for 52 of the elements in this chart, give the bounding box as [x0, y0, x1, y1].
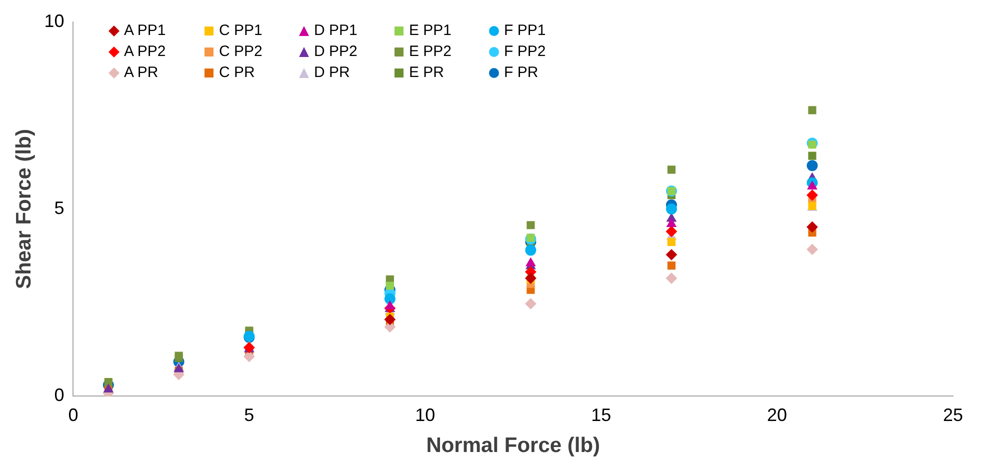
legend-label: F PP1	[504, 22, 546, 39]
y-tick-label: 0	[54, 385, 64, 406]
y-tick-label: 5	[54, 198, 64, 218]
point	[525, 272, 536, 284]
x-tick-label: 10	[415, 404, 436, 425]
legend-label: D PR	[314, 64, 350, 81]
x-axis-title: Normal Force (lb)	[426, 434, 600, 458]
legend-label: E PP2	[409, 43, 452, 60]
point	[666, 272, 677, 284]
point	[526, 221, 535, 230]
point	[666, 218, 676, 227]
point	[806, 160, 818, 172]
point	[667, 262, 676, 270]
legend-label: D PP2	[314, 43, 358, 60]
point	[806, 190, 818, 201]
point	[808, 106, 816, 114]
x-tick-label: 20	[767, 404, 788, 425]
y-axis-title: Shear Force (lb)	[12, 129, 36, 289]
point	[244, 351, 255, 362]
legend-label: D PP1	[314, 22, 358, 39]
x-tick-label: 0	[68, 404, 78, 425]
point	[385, 300, 395, 310]
point	[174, 352, 183, 360]
point	[526, 234, 535, 242]
point	[806, 221, 818, 232]
x-tick-label: 5	[244, 404, 254, 425]
point	[667, 166, 676, 174]
legend-label: A PR	[124, 64, 158, 81]
point	[384, 293, 396, 304]
legend-label: C PP1	[219, 22, 262, 39]
legend-label: A PP2	[124, 43, 166, 60]
point	[384, 314, 396, 325]
legend-label: A PP1	[124, 22, 166, 39]
x-tick-label: 15	[591, 404, 612, 425]
x-tick-label: 25	[942, 404, 964, 425]
point	[666, 204, 677, 214]
legend-label: E PP1	[409, 22, 452, 39]
point	[807, 181, 818, 190]
point	[666, 226, 677, 237]
point	[525, 244, 536, 256]
legend-label: F PR	[504, 64, 538, 81]
legend-label: E PR	[409, 64, 444, 81]
point	[806, 244, 818, 255]
point	[808, 140, 816, 149]
legend-label: C PR	[219, 64, 255, 81]
legend-label: C PP2	[219, 43, 262, 60]
point	[666, 249, 677, 260]
legend-label: F PP2	[504, 43, 546, 60]
point	[525, 298, 536, 310]
point	[808, 152, 816, 160]
point	[526, 258, 536, 266]
y-tick-label: 10	[44, 10, 64, 31]
